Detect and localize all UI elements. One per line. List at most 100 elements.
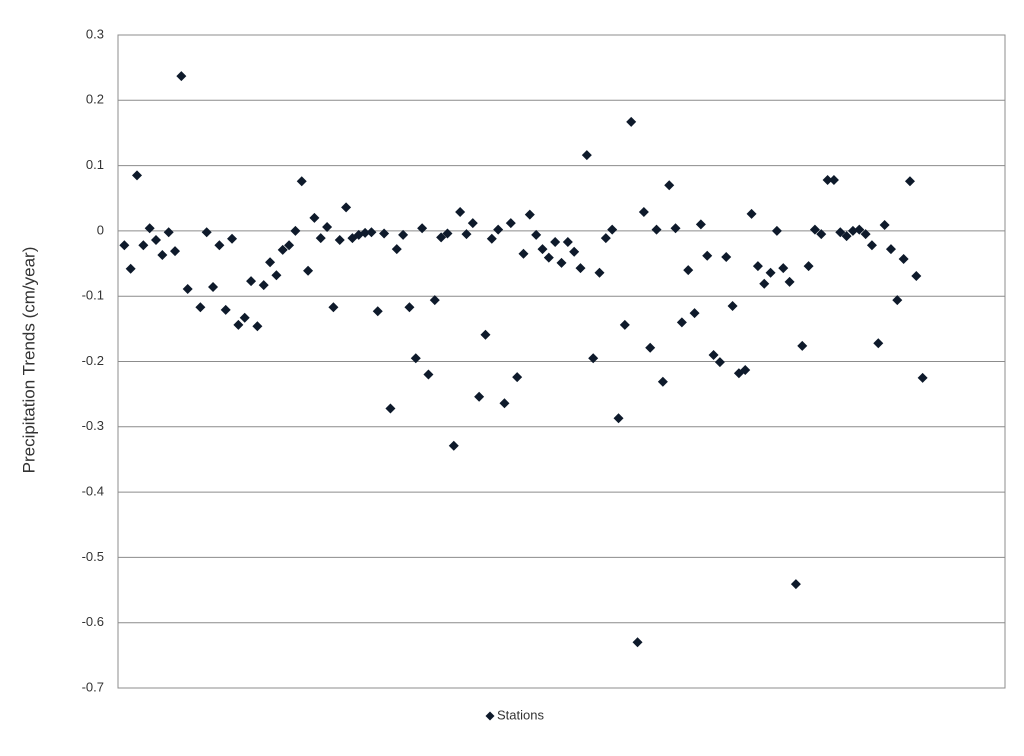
point xyxy=(873,338,884,349)
point xyxy=(334,235,345,246)
point xyxy=(296,176,307,187)
point xyxy=(670,223,681,234)
point xyxy=(550,237,561,248)
point xyxy=(201,227,212,238)
point xyxy=(854,224,865,235)
point xyxy=(651,224,662,235)
point xyxy=(784,276,795,287)
point xyxy=(778,263,789,274)
y-tick-label: 0.2 xyxy=(86,92,104,107)
point xyxy=(372,306,383,317)
y-tick-label: -0.3 xyxy=(82,418,104,433)
legend-marker xyxy=(485,711,495,721)
point xyxy=(252,321,263,332)
point xyxy=(505,218,516,229)
point xyxy=(822,174,833,185)
point xyxy=(613,413,624,424)
point xyxy=(398,229,409,240)
point xyxy=(740,364,751,375)
y-tick-label: 0.1 xyxy=(86,157,104,172)
y-tick-label: -0.4 xyxy=(82,484,104,499)
point xyxy=(632,637,643,648)
y-axis-label: Precipitation Trends (cm/year) xyxy=(19,247,38,474)
point xyxy=(626,116,637,127)
point xyxy=(303,265,314,276)
point xyxy=(379,228,390,239)
point xyxy=(594,267,605,278)
point xyxy=(360,227,371,238)
point xyxy=(366,227,377,238)
point xyxy=(556,257,567,268)
point xyxy=(562,237,573,248)
point xyxy=(220,304,231,315)
point xyxy=(208,282,219,293)
point xyxy=(892,295,903,306)
point xyxy=(423,369,434,380)
point xyxy=(543,252,554,263)
point xyxy=(537,244,548,255)
y-tick-label: 0.3 xyxy=(86,26,104,41)
point xyxy=(828,174,839,185)
point xyxy=(265,257,276,268)
point xyxy=(461,229,472,240)
point xyxy=(581,150,592,161)
point xyxy=(132,170,143,181)
point xyxy=(759,278,770,289)
point xyxy=(157,250,168,261)
point xyxy=(708,349,719,360)
point xyxy=(315,233,326,244)
point xyxy=(569,246,580,257)
point xyxy=(277,244,288,255)
point xyxy=(233,319,244,330)
point xyxy=(803,261,814,272)
point xyxy=(809,224,820,235)
point xyxy=(417,223,428,234)
point xyxy=(138,240,149,251)
point xyxy=(271,270,282,281)
point xyxy=(771,225,782,236)
point xyxy=(518,248,529,259)
point xyxy=(695,219,706,230)
point xyxy=(163,227,174,238)
point xyxy=(619,319,630,330)
point xyxy=(714,357,725,368)
point xyxy=(816,229,827,240)
point xyxy=(797,340,808,351)
point xyxy=(835,227,846,238)
point xyxy=(600,233,611,244)
point xyxy=(195,302,206,313)
point xyxy=(524,209,535,220)
point xyxy=(239,312,250,323)
point xyxy=(125,263,136,274)
point xyxy=(689,308,700,319)
point xyxy=(176,71,187,82)
point xyxy=(429,295,440,306)
point xyxy=(309,212,320,223)
point xyxy=(860,229,871,240)
y-tick-label: 0 xyxy=(97,222,104,237)
point xyxy=(284,240,295,251)
point xyxy=(455,206,466,217)
point xyxy=(790,579,801,590)
point xyxy=(588,353,599,364)
point xyxy=(258,280,269,291)
point xyxy=(531,229,542,240)
point xyxy=(341,202,352,213)
point xyxy=(847,225,858,236)
point xyxy=(683,265,694,276)
point xyxy=(144,223,155,234)
y-tick-label: -0.7 xyxy=(82,679,104,694)
point xyxy=(645,342,656,353)
y-tick-label: -0.2 xyxy=(82,353,104,368)
plot-border xyxy=(117,34,1006,689)
point xyxy=(486,233,497,244)
point xyxy=(391,244,402,255)
point xyxy=(917,372,928,383)
point xyxy=(493,224,504,235)
point xyxy=(119,240,130,251)
point xyxy=(448,440,459,451)
point xyxy=(214,240,225,251)
point xyxy=(467,218,478,229)
point xyxy=(638,206,649,217)
